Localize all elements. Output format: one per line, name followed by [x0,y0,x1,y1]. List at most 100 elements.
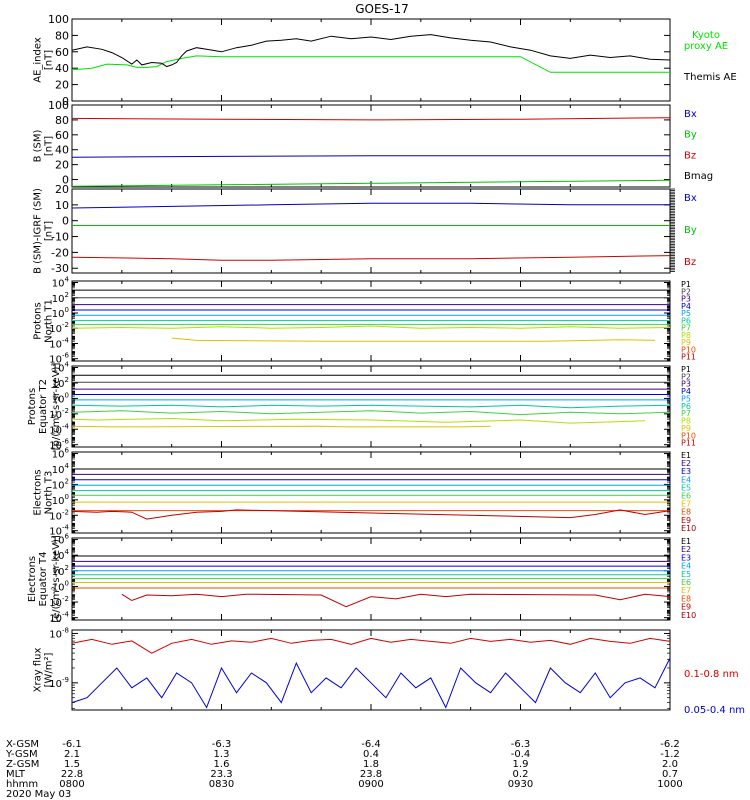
y-axis-label: B (SM)-IGRF (SM)[nT] [33,188,55,274]
legend-entry: E6 [681,492,691,501]
x-tick-value: -1.2 [660,749,680,760]
panel-ae: 0 20 40 60 80 100 AE_index[nT] Kyoto proxy AE The… [33,13,737,108]
legend-entry: P5 [681,394,691,403]
series-line-e9 [121,593,671,608]
x-tick-value: -6.2 [660,739,680,750]
legend-entry: P5 [681,309,691,318]
x-tick-value: 0.4 [363,749,379,760]
legend-entry: P10 [681,431,696,440]
y-tick-label: 10-2 [49,407,69,421]
legend-entry: Bx [684,193,697,204]
y-tick-label: 100 [48,99,69,112]
series-line-p8 [71,417,646,424]
x-tick-value: 23.8 [360,769,382,780]
y-tick-label: 60 [55,129,69,142]
legend-entry: P6 [681,316,691,325]
y-axis-label: AE_index[nT] [33,37,55,83]
series-line-kyoto-proxy-ae [71,55,670,73]
legend-b_igrf: Bx By Bz [684,193,697,268]
x-tick-value: 0900 [358,779,383,790]
legend-entry: E6 [681,578,691,587]
legend-entry: E3 [681,467,691,476]
y-axis-label: ProtonsNorth T1 [33,299,55,343]
legend-entry: By [684,225,697,236]
y-tick-label: 106 [52,447,70,461]
y-tick-label: 106 [52,533,70,547]
legend-entry: Kyoto proxy AE [684,30,728,52]
x-tick-value: 1.8 [363,759,379,770]
y-tick-label: 10-4 [49,336,69,350]
series-line-themis-ae [71,34,671,68]
legend-entry: P7 [681,409,691,418]
legend-entry: Bz [684,257,696,268]
panel-frame [71,451,671,534]
legend-entry: P4 [681,387,691,396]
x-row-label: hhmm [6,779,38,790]
y-axis-label: B (SM)[nT] [33,129,55,162]
y-tick-label: 0 [62,215,69,228]
date-label: 2020 May 03 [6,789,71,800]
legend-entry: E7 [681,586,691,595]
y-axis-label: ElectronsNorth T3 [33,469,55,515]
series-line-p8 [71,325,671,329]
series-line-0-05-0-4-nm [71,657,671,709]
x-tick-value: -6.4 [361,739,381,750]
y-axis-label: Xray flux[W/m²] [33,648,55,693]
y-tick-label: 20 [55,79,69,92]
x-tick-value: -6.3 [511,739,531,750]
panel-b_igrf: -30 -20 -10 0 10 20B (SM)-IGRF (SM)[nT] Bx By Bz [33,183,697,275]
y-tick-label: 20 [55,183,69,196]
series-line-p9 [71,425,491,428]
legend-b_sm: Bx By Bz Bmag [684,109,713,182]
legend-entry: E10 [681,611,696,620]
x-row-label: Z-GSM [6,759,39,770]
y-tick-label: 100 [52,306,69,320]
y-axis-label: ElectronsEquator T4 [e/(cm²-s-sr-keV)] [27,535,62,623]
legend-entry: P2 [681,372,691,381]
panel-frame [71,188,671,274]
y-tick-label: 104 [52,548,70,562]
x-tick-value: 2.0 [662,759,678,770]
y-tick-label: 100 [48,13,69,26]
y-tick-label: 104 [52,276,70,290]
y-tick-label: 10-4 [49,422,69,436]
y-tick-label: 102 [52,477,69,491]
legend-entry: E2 [681,545,691,554]
legend-entry: E8 [681,508,691,517]
series-line-bx [71,202,670,209]
x-tick-value: -6.3 [212,739,232,750]
legend-xray: 0.1-0.8 nm 0.05-0.4 nm [684,669,745,716]
legend-entry: P2 [681,287,691,296]
y-tick-label: 80 [55,114,69,127]
legend-entry: P1 [681,280,691,289]
series-line-p9 [171,337,656,342]
x-tick-value: 0.2 [513,769,529,780]
y-tick-label: 100 [52,579,69,593]
series-line-by [71,179,671,187]
legend-entry: E1 [681,537,691,546]
legend-entry: E5 [681,570,691,579]
panel-frame [71,104,671,188]
legend-entry: Bz [684,150,696,161]
legend-entry: 0.05-0.4 nm [684,705,745,716]
y-tick-label: 40 [55,62,69,75]
x-row-label: Y-GSM [5,749,38,760]
series-line-bx [71,155,670,158]
panel-frame [71,365,671,448]
y-tick-label: 20 [55,159,69,172]
series-line-e9 [71,509,671,520]
y-tick-label: 10-4 [49,611,69,625]
x-tick-value: 1.3 [214,749,230,760]
x-tick-value: -0.4 [511,749,531,760]
legend-entry: E10 [681,524,696,533]
legend-entry: E4 [681,562,691,571]
legend-entry: P8 [681,331,691,340]
y-tick-label: 10-6 [49,352,69,366]
legend-entry: P1 [681,365,691,374]
y-tick-label: 80 [55,29,69,42]
legend-entry: P4 [681,302,691,311]
